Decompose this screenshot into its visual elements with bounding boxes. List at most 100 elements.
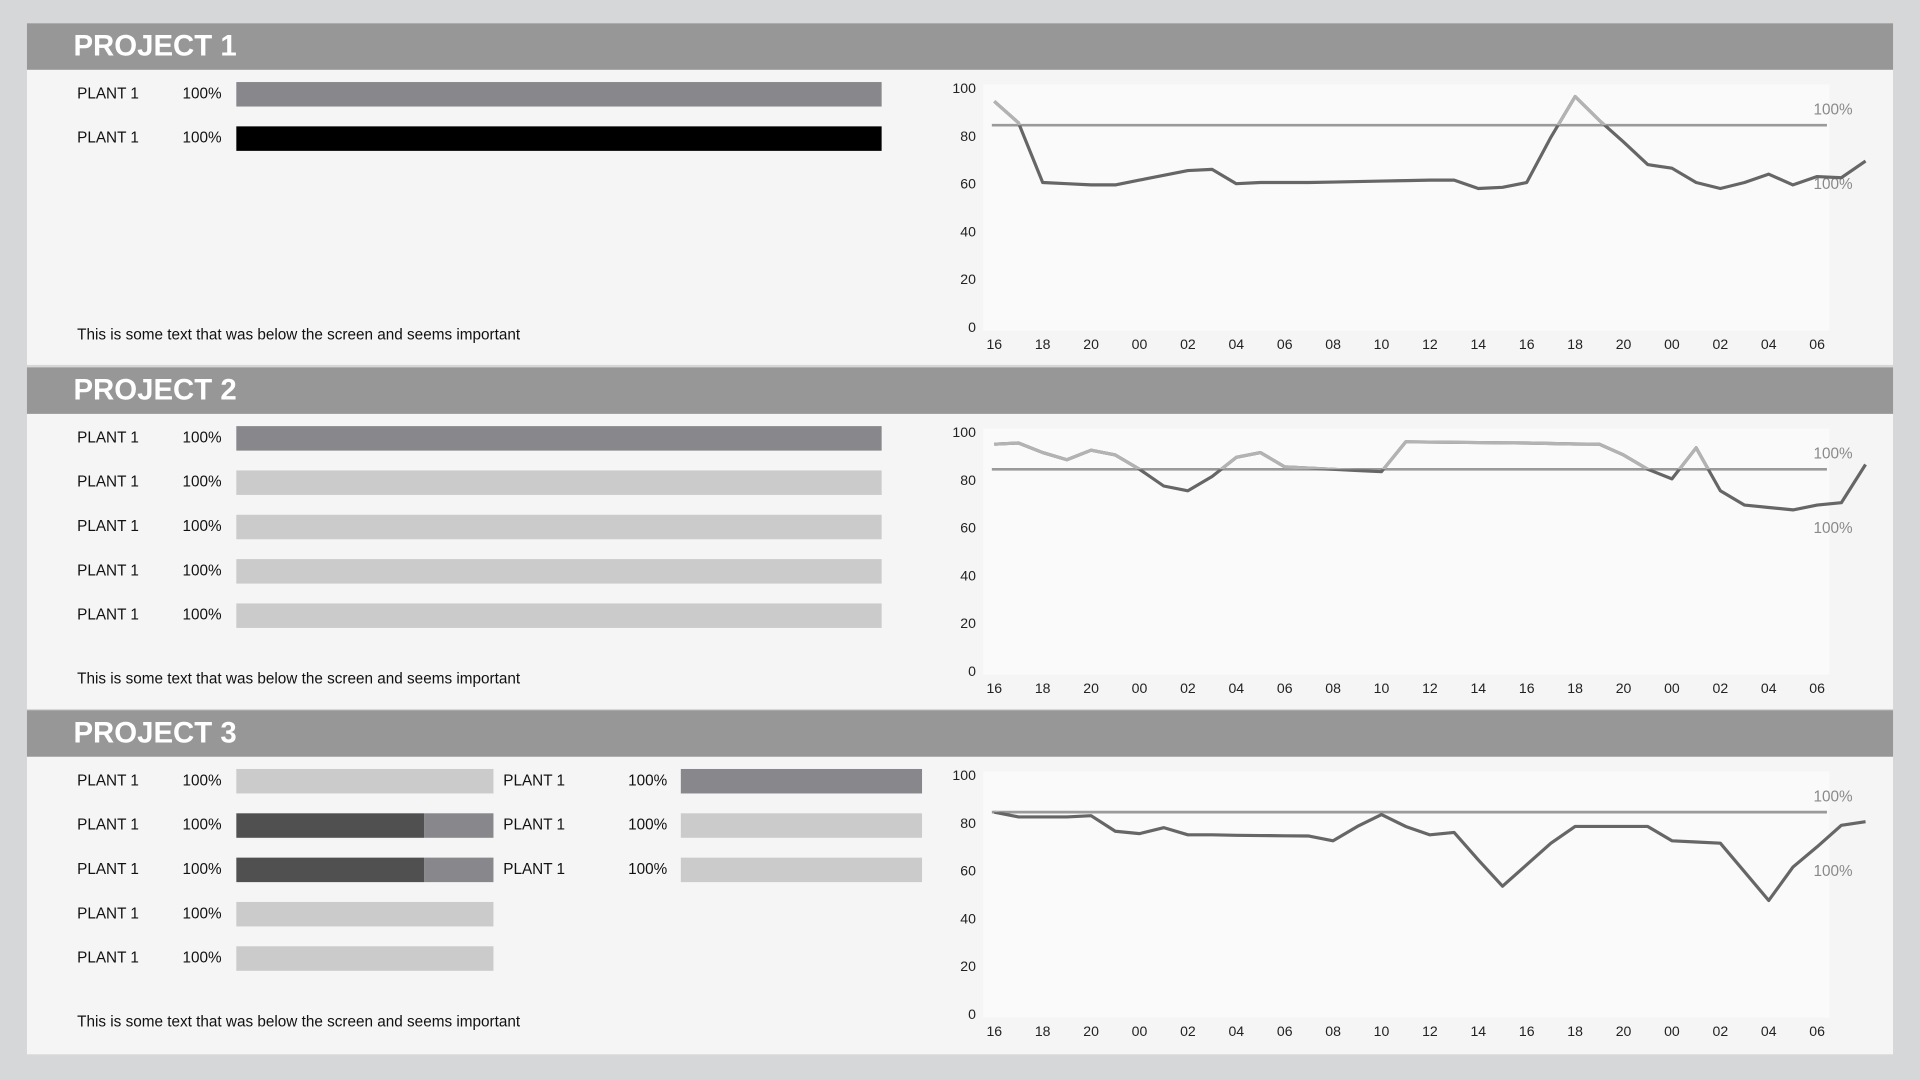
y-tick-label: 0 <box>968 1006 976 1022</box>
reference-label: 100% <box>1813 788 1853 805</box>
plant-label: PLANT 1 <box>77 130 139 147</box>
x-tick-label: 10 <box>1374 680 1390 696</box>
y-tick-label: 40 <box>960 567 976 583</box>
plant-label: PLANT 1 <box>77 474 139 491</box>
plant-label: PLANT 1 <box>503 861 565 878</box>
bar <box>236 470 882 495</box>
y-tick-label: 60 <box>960 863 976 879</box>
x-tick-label: 06 <box>1809 336 1825 352</box>
project-panel: PROJECT 3 PLANT 1 100% PLANT 1 100% PLANT 1 10… <box>26 710 1894 1055</box>
project-title: PROJECT 1 <box>73 30 236 63</box>
note: This is some text that was below the scr… <box>77 671 521 688</box>
x-tick-label: 04 <box>1228 1023 1244 1039</box>
y-tick-label: 20 <box>960 271 976 287</box>
plant-label: PLANT 1 <box>77 950 139 967</box>
x-tick-label: 18 <box>1035 336 1051 352</box>
x-tick-label: 14 <box>1470 336 1486 352</box>
x-tick-label: 00 <box>1132 336 1148 352</box>
x-tick-label: 12 <box>1422 336 1438 352</box>
project-title: PROJECT 2 <box>73 374 236 407</box>
bar <box>236 559 882 584</box>
x-tick-label: 02 <box>1180 1023 1196 1039</box>
y-tick-label: 100 <box>952 767 976 783</box>
y-tick-label: 40 <box>960 223 976 239</box>
x-tick-label: 20 <box>1616 336 1632 352</box>
x-tick-label: 08 <box>1325 1023 1341 1039</box>
x-tick-label: 20 <box>1083 680 1099 696</box>
plant-value: 100% <box>182 817 222 834</box>
x-tick-label: 20 <box>1616 680 1632 696</box>
bar <box>680 768 923 794</box>
x-tick-label: 18 <box>1567 1023 1583 1039</box>
plant-label: PLANT 1 <box>77 562 139 579</box>
x-tick-label: 20 <box>1616 1023 1632 1039</box>
annotation: 100% <box>1813 863 1853 880</box>
x-tick-label: 00 <box>1132 680 1148 696</box>
plant-label: PLANT 1 <box>77 518 139 535</box>
x-tick-label: 00 <box>1664 680 1680 696</box>
bar-segment <box>236 813 425 838</box>
plant-label: PLANT 1 <box>77 429 139 446</box>
y-tick-label: 0 <box>968 319 976 335</box>
plant-value: 100% <box>182 429 222 446</box>
plant-value: 100% <box>182 562 222 579</box>
x-tick-label: 02 <box>1180 336 1196 352</box>
plant-value: 100% <box>182 607 222 624</box>
x-tick-label: 12 <box>1422 680 1438 696</box>
x-tick-label: 12 <box>1422 1023 1438 1039</box>
plant-label: PLANT 1 <box>77 85 139 102</box>
plant-value: 100% <box>182 518 222 535</box>
x-tick-label: 08 <box>1325 680 1341 696</box>
chart-area <box>983 84 1830 331</box>
bar <box>236 514 882 540</box>
y-tick-label: 20 <box>960 958 976 974</box>
plant-value: 100% <box>182 474 222 491</box>
bar <box>680 813 923 838</box>
y-tick-label: 80 <box>960 128 976 144</box>
annotation: 100% <box>1813 520 1853 537</box>
x-tick-label: 14 <box>1470 680 1486 696</box>
y-tick-label: 40 <box>960 910 976 926</box>
x-tick-label: 02 <box>1713 1023 1729 1039</box>
x-tick-label: 20 <box>1083 1023 1099 1039</box>
x-tick-label: 04 <box>1228 336 1244 352</box>
panel-header <box>26 23 1894 70</box>
plant-value: 100% <box>182 85 222 102</box>
x-tick-label: 18 <box>1567 680 1583 696</box>
x-tick-label: 02 <box>1180 680 1196 696</box>
x-tick-label: 16 <box>1519 680 1535 696</box>
x-tick-label: 00 <box>1132 1023 1148 1039</box>
x-tick-label: 06 <box>1809 680 1825 696</box>
line-series <box>993 94 1867 191</box>
x-tick-label: 16 <box>1519 1023 1535 1039</box>
bar <box>236 768 494 794</box>
x-tick-label: 16 <box>986 680 1002 696</box>
plant-value: 100% <box>182 950 222 967</box>
bar <box>236 426 882 451</box>
reference-label: 100% <box>1813 102 1853 119</box>
plant-value: 100% <box>628 817 668 834</box>
plant-value: 100% <box>182 905 222 922</box>
x-tick-label: 06 <box>1277 336 1293 352</box>
y-tick-label: 100 <box>952 424 976 440</box>
x-tick-label: 10 <box>1374 336 1390 352</box>
x-tick-label: 04 <box>1228 680 1244 696</box>
annotation: 100% <box>1813 176 1853 193</box>
bar <box>236 603 882 628</box>
y-tick-label: 60 <box>960 520 976 536</box>
plant-label: PLANT 1 <box>77 817 139 834</box>
project-title: PROJECT 3 <box>73 716 236 749</box>
x-tick-label: 16 <box>986 1023 1002 1039</box>
bar <box>236 82 882 107</box>
plant-label: PLANT 1 <box>77 607 139 624</box>
plant-label: PLANT 1 <box>503 772 565 789</box>
x-tick-label: 00 <box>1664 336 1680 352</box>
x-tick-label: 04 <box>1761 1023 1777 1039</box>
panel-header <box>26 710 1894 757</box>
reference-label: 100% <box>1813 446 1853 463</box>
plant-value: 100% <box>182 861 222 878</box>
plant-label: PLANT 1 <box>77 861 139 878</box>
x-tick-label: 02 <box>1713 336 1729 352</box>
x-tick-label: 16 <box>986 336 1002 352</box>
